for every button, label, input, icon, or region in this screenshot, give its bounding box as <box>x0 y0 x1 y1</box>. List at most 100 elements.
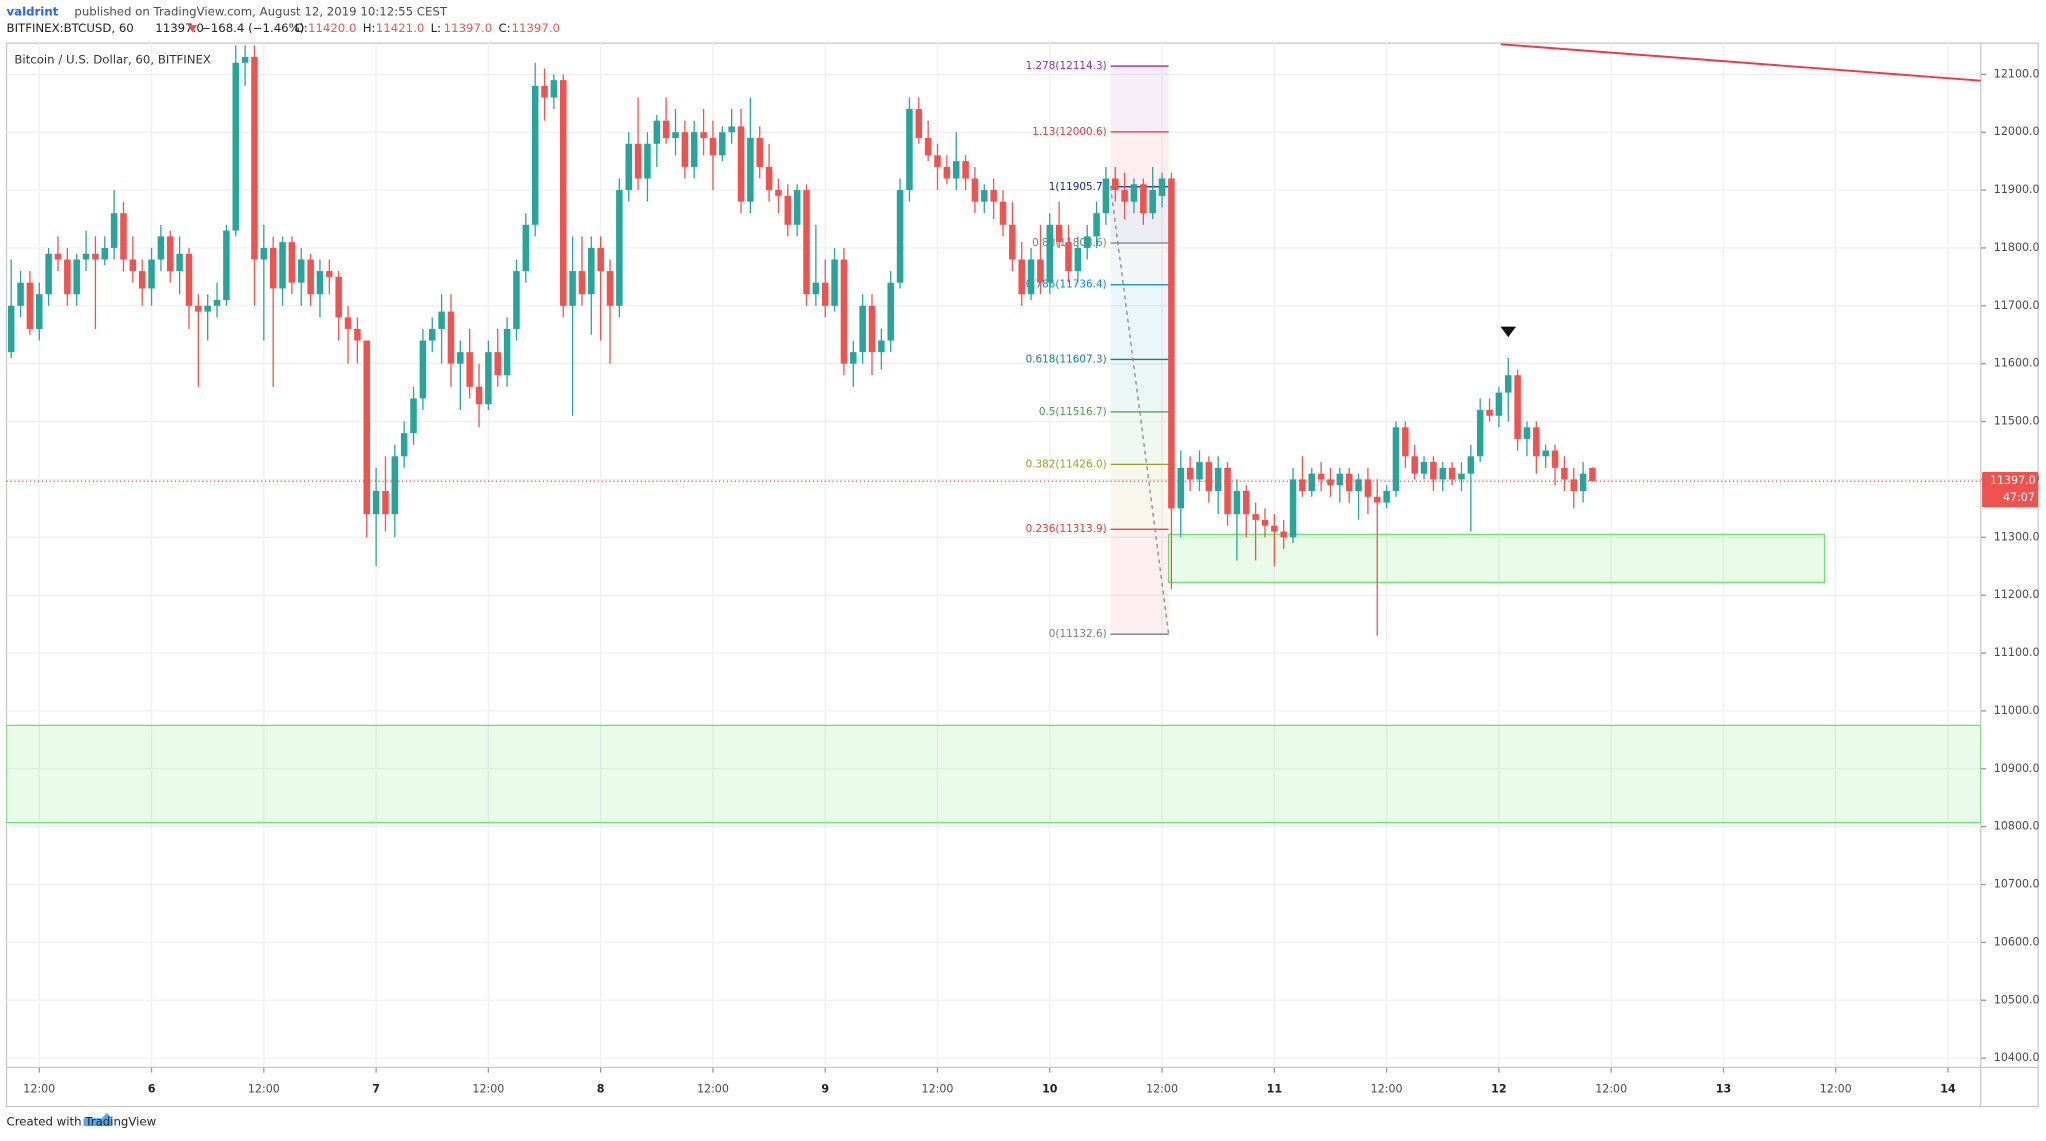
candle-body <box>756 137 763 167</box>
ohlc-value: 11420.0 <box>308 21 357 35</box>
x-tick-label: 12:00 <box>248 1083 280 1096</box>
x-tick-label: 12:00 <box>922 1083 954 1096</box>
candle-body <box>410 398 417 434</box>
candle-body <box>1514 375 1521 439</box>
candle-body <box>260 247 268 260</box>
candle-body <box>92 253 99 260</box>
y-tick-label: 10800.0 <box>1994 820 2040 833</box>
candle-body <box>1579 473 1587 491</box>
y-tick-label: 10700.0 <box>1994 878 2040 891</box>
y-tick-label: 11600.0 <box>1994 357 2040 370</box>
candle-body <box>288 242 296 283</box>
candle-body <box>73 259 80 295</box>
candle-body <box>1214 467 1222 491</box>
candle-body <box>1364 479 1372 497</box>
x-tick-label: 12:00 <box>697 1083 729 1096</box>
candle-body <box>1411 456 1418 474</box>
candle-body <box>1430 462 1437 480</box>
countdown-label: 47:07 <box>2003 491 2035 504</box>
x-tick-label: 6 <box>148 1083 156 1096</box>
author[interactable]: valdrint <box>7 4 59 18</box>
candle-body <box>1308 473 1316 491</box>
candle-body <box>1551 450 1559 468</box>
candle-body <box>606 271 614 306</box>
candle-body <box>1570 479 1578 491</box>
candle-body <box>26 282 34 329</box>
candle-body <box>1299 479 1306 491</box>
candle-body <box>1121 190 1128 202</box>
candle-body <box>1102 178 1110 214</box>
candle-body <box>438 311 445 329</box>
fib-band <box>1110 411 1169 465</box>
candle-body <box>616 190 623 306</box>
fib-band <box>1110 131 1169 187</box>
y-tick-label: 10600.0 <box>1994 935 2040 948</box>
candle-body <box>1177 467 1185 509</box>
candle-body <box>82 253 90 260</box>
ohlc-value: 11397.0 <box>444 21 493 35</box>
candle-body <box>924 137 932 156</box>
candle-body <box>45 253 52 295</box>
candle-body <box>1345 473 1353 491</box>
candle-body <box>653 120 661 144</box>
candle-body <box>1327 479 1334 486</box>
y-tick-label: 11900.0 <box>1994 183 2040 196</box>
candle-body <box>195 305 202 312</box>
y-tick-label: 11300.0 <box>1994 530 2040 543</box>
candle-body <box>906 109 913 191</box>
candle-body <box>1083 236 1091 248</box>
fib-label: 0.5(11516.7) <box>1039 406 1107 418</box>
x-tick-label: 12:00 <box>1820 1083 1852 1096</box>
candle-body <box>157 236 165 260</box>
candle-body <box>269 247 277 289</box>
candle-body <box>690 132 698 167</box>
candle-body <box>167 236 174 272</box>
candle-body <box>1458 473 1465 480</box>
y-tick-label: 11800.0 <box>1994 241 2040 254</box>
candle-body <box>644 143 651 179</box>
candle-body <box>896 190 904 283</box>
candle-body <box>1093 213 1100 237</box>
tv-logo <box>83 1113 113 1127</box>
candle-body <box>354 328 361 341</box>
candle-body <box>279 242 286 289</box>
footer-created[interactable]: Created with TradingView <box>7 1115 157 1129</box>
candle-body <box>765 166 773 191</box>
candle-body <box>372 490 380 515</box>
x-tick-label: 11 <box>1267 1083 1282 1096</box>
candle-body <box>1130 184 1138 202</box>
x-tick-label: 12:00 <box>1146 1083 1178 1096</box>
candle-body <box>185 253 193 306</box>
candle-body <box>625 143 632 191</box>
support-zone <box>1167 533 1826 584</box>
y-tick-label: 11200.0 <box>1994 588 2040 601</box>
fib-label: 0.786(11736.4) <box>1026 279 1107 291</box>
candle-body <box>1186 467 1194 480</box>
candle-body <box>850 352 857 364</box>
candle-body <box>7 305 15 353</box>
candle-body <box>344 317 352 329</box>
candle-body <box>148 259 155 289</box>
candle-body <box>821 282 829 306</box>
candle-body <box>709 137 717 156</box>
fib-band <box>1110 66 1169 132</box>
candle-body <box>447 311 455 364</box>
candle-body <box>550 80 558 98</box>
candle-body <box>1196 462 1203 480</box>
candle-body <box>634 143 642 179</box>
candle-body <box>17 282 24 306</box>
candle-body <box>1486 409 1493 416</box>
y-tick-label: 11500.0 <box>1994 415 2040 428</box>
ohlc-value: 11397.0 <box>512 21 561 35</box>
candle-body <box>1112 178 1119 191</box>
x-tick-label: 13 <box>1716 1083 1731 1096</box>
candle-body <box>1037 259 1044 283</box>
candle-body <box>1027 259 1035 295</box>
x-tick-label: 12:00 <box>472 1083 504 1096</box>
candle-body <box>64 259 71 295</box>
y-tick-label: 10900.0 <box>1994 762 2040 775</box>
candle-body <box>494 352 502 376</box>
fib-band <box>1110 529 1169 635</box>
x-tick-label: 9 <box>821 1083 829 1096</box>
candle-body <box>1317 473 1325 480</box>
